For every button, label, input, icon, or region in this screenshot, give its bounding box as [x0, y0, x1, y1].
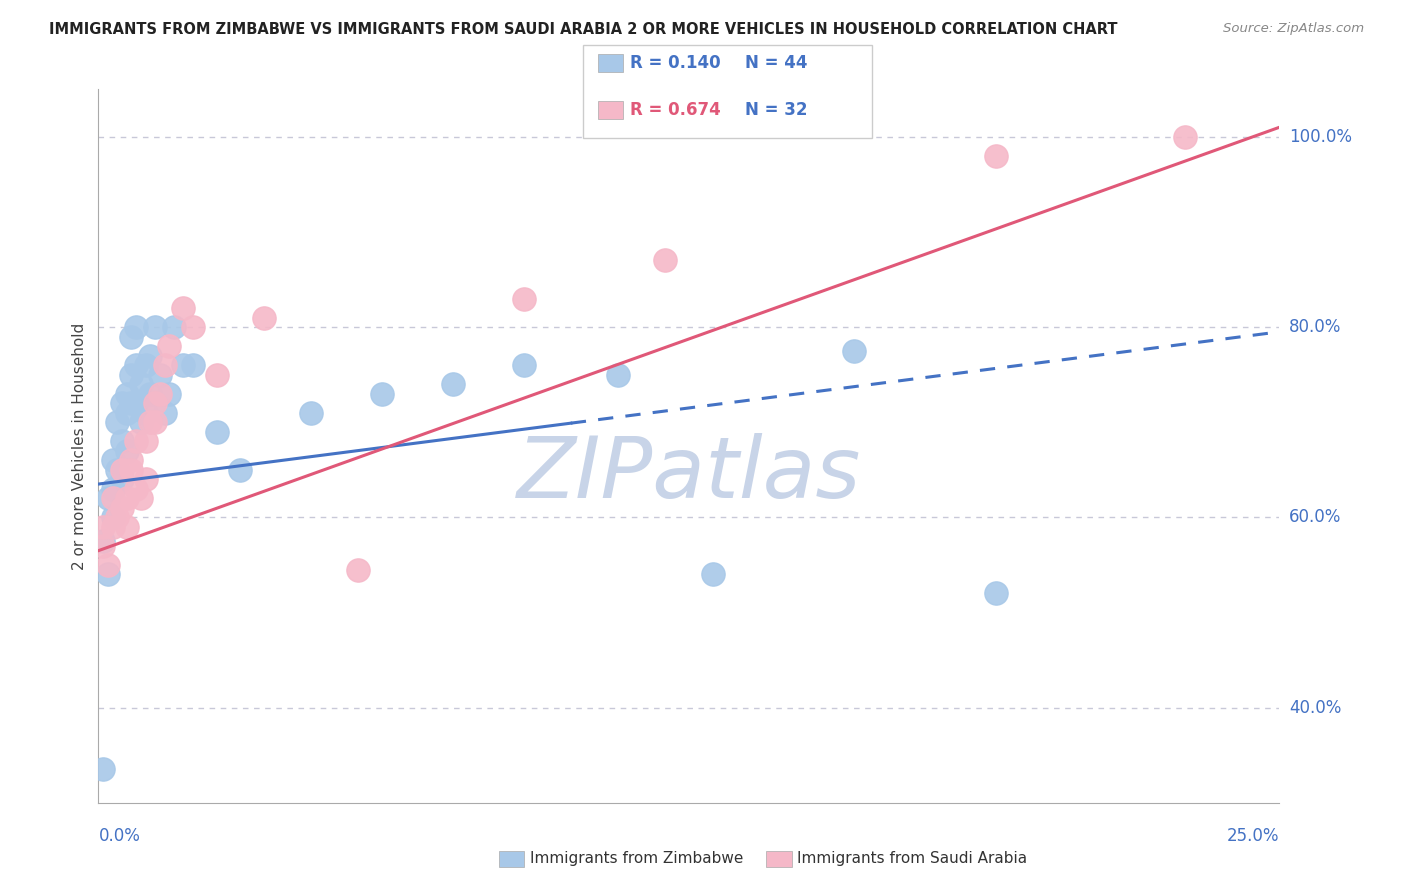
Point: [125, 320, 148, 334]
Point: [441, 377, 464, 392]
Point: [115, 406, 138, 420]
Point: [111, 472, 134, 486]
Point: [984, 586, 1007, 600]
Point: [97, 567, 120, 582]
Point: [91, 539, 114, 553]
Point: [91, 520, 114, 534]
Text: Immigrants from Zimbabwe: Immigrants from Zimbabwe: [530, 851, 744, 865]
Text: ZIPatlas: ZIPatlas: [517, 433, 860, 516]
Point: [111, 396, 134, 410]
Point: [984, 149, 1007, 163]
Point: [181, 358, 204, 372]
Point: [143, 396, 166, 410]
Point: [121, 329, 143, 343]
Point: [91, 534, 114, 549]
Point: [143, 320, 166, 334]
Point: [153, 406, 176, 420]
Text: R = 0.140: R = 0.140: [630, 54, 720, 72]
Point: [512, 358, 534, 372]
Point: [105, 415, 128, 429]
Point: [129, 377, 152, 392]
Point: [229, 463, 252, 477]
Point: [101, 510, 124, 524]
Point: [143, 415, 166, 429]
Point: [97, 491, 120, 506]
Point: [135, 406, 157, 420]
Point: [105, 510, 128, 524]
Point: [125, 482, 148, 496]
Point: [371, 386, 394, 401]
Point: [101, 453, 124, 467]
Point: [181, 320, 204, 334]
Point: [172, 358, 194, 372]
Point: [121, 463, 143, 477]
Point: [111, 463, 134, 477]
Point: [129, 415, 152, 429]
Point: [607, 368, 630, 382]
Y-axis label: 2 or more Vehicles in Household: 2 or more Vehicles in Household: [72, 322, 87, 570]
Point: [149, 368, 172, 382]
Text: IMMIGRANTS FROM ZIMBABWE VS IMMIGRANTS FROM SAUDI ARABIA 2 OR MORE VEHICLES IN H: IMMIGRANTS FROM ZIMBABWE VS IMMIGRANTS F…: [49, 22, 1118, 37]
Point: [101, 520, 124, 534]
Point: [299, 406, 322, 420]
Point: [135, 472, 157, 486]
Point: [115, 491, 138, 506]
Point: [125, 358, 148, 372]
Point: [105, 463, 128, 477]
Point: [139, 415, 162, 429]
Text: 0.0%: 0.0%: [98, 827, 141, 845]
Point: [157, 386, 180, 401]
Point: [115, 443, 138, 458]
Point: [153, 358, 176, 372]
Point: [844, 343, 866, 358]
Text: 60.0%: 60.0%: [1289, 508, 1341, 526]
Text: N = 32: N = 32: [745, 101, 807, 119]
Point: [121, 453, 143, 467]
Point: [125, 434, 148, 449]
Point: [91, 763, 114, 777]
Point: [111, 500, 134, 515]
Point: [205, 425, 228, 439]
Point: [512, 292, 534, 306]
Point: [149, 386, 172, 401]
Point: [139, 349, 162, 363]
Text: 80.0%: 80.0%: [1289, 318, 1341, 336]
Point: [135, 434, 157, 449]
Point: [172, 301, 194, 315]
Point: [115, 520, 138, 534]
Point: [253, 310, 276, 325]
Text: Source: ZipAtlas.com: Source: ZipAtlas.com: [1223, 22, 1364, 36]
Point: [121, 396, 143, 410]
Point: [157, 339, 180, 353]
Point: [101, 482, 124, 496]
Point: [702, 567, 724, 582]
Point: [125, 396, 148, 410]
Point: [101, 491, 124, 506]
Point: [111, 434, 134, 449]
Text: R = 0.674: R = 0.674: [630, 101, 721, 119]
Point: [129, 491, 152, 506]
Text: N = 44: N = 44: [745, 54, 807, 72]
Text: 25.0%: 25.0%: [1227, 827, 1279, 845]
Point: [163, 320, 186, 334]
Text: Immigrants from Saudi Arabia: Immigrants from Saudi Arabia: [797, 851, 1028, 865]
Text: 40.0%: 40.0%: [1289, 698, 1341, 716]
Point: [115, 386, 138, 401]
Point: [121, 368, 143, 382]
Point: [654, 253, 676, 268]
Point: [135, 358, 157, 372]
Text: 100.0%: 100.0%: [1289, 128, 1353, 145]
Point: [139, 386, 162, 401]
Point: [97, 558, 120, 572]
Point: [205, 368, 228, 382]
Point: [1174, 129, 1197, 144]
Point: [347, 563, 370, 577]
